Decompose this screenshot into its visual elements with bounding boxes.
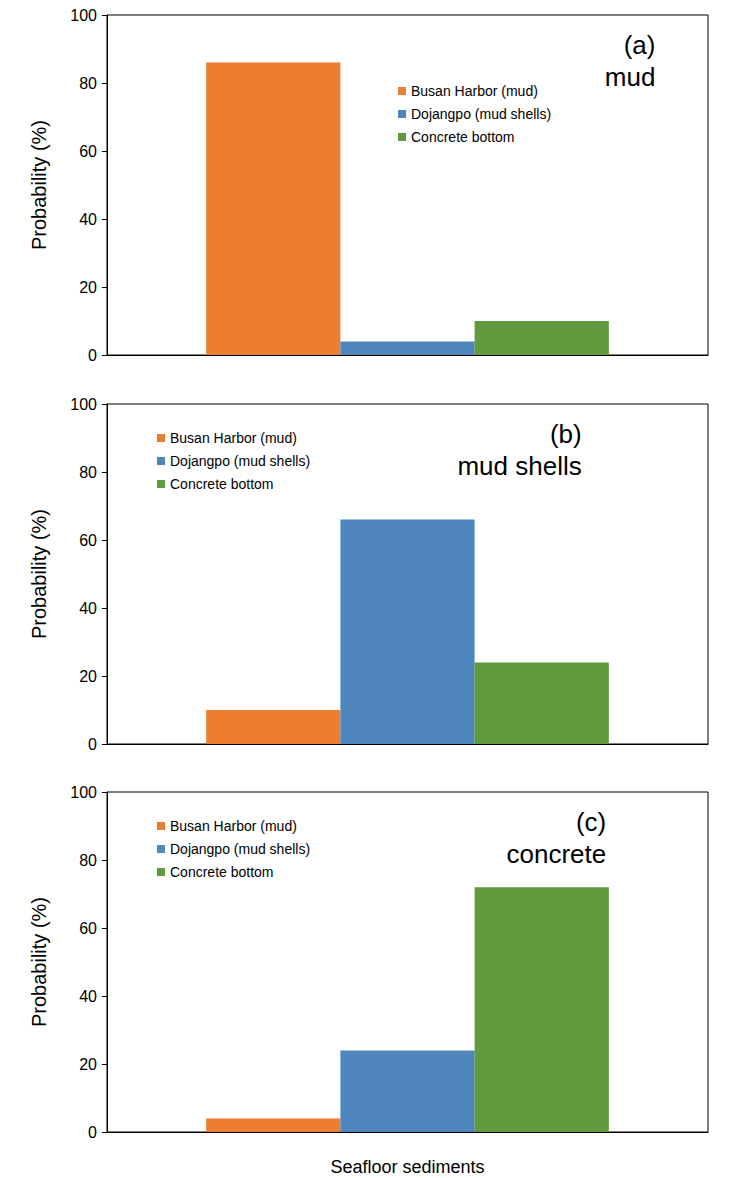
svg-text:0: 0 (88, 736, 97, 753)
svg-text:Dojangpo (mud shells): Dojangpo (mud shells) (170, 453, 310, 469)
svg-text:(a): (a) (624, 30, 656, 60)
svg-text:Busan Harbor (mud): Busan Harbor (mud) (170, 818, 297, 834)
svg-text:(b): (b) (550, 419, 582, 449)
svg-text:mud: mud (605, 62, 656, 92)
svg-text:Probability (%): Probability (%) (28, 120, 50, 250)
svg-text:concrete: concrete (507, 839, 607, 869)
svg-text:0: 0 (88, 1124, 97, 1141)
svg-text:80: 80 (79, 464, 97, 481)
svg-text:Dojangpo (mud shells): Dojangpo (mud shells) (411, 106, 551, 122)
svg-text:60: 60 (79, 532, 97, 549)
svg-text:Seafloor sediments: Seafloor sediments (330, 1157, 484, 1177)
svg-text:100: 100 (70, 396, 97, 413)
svg-text:80: 80 (79, 852, 97, 869)
svg-text:60: 60 (79, 143, 97, 160)
svg-text:Concrete bottom: Concrete bottom (411, 129, 515, 145)
svg-text:80: 80 (79, 75, 97, 92)
svg-text:Concrete bottom: Concrete bottom (170, 476, 274, 492)
svg-text:0: 0 (88, 347, 97, 364)
svg-text:60: 60 (79, 920, 97, 937)
svg-text:Dojangpo (mud shells): Dojangpo (mud shells) (170, 841, 310, 857)
svg-text:100: 100 (70, 784, 97, 801)
svg-text:Probability (%): Probability (%) (28, 897, 50, 1027)
svg-text:40: 40 (79, 600, 97, 617)
svg-text:Probability (%): Probability (%) (28, 509, 50, 639)
svg-text:(c): (c) (576, 807, 606, 837)
svg-text:40: 40 (79, 211, 97, 228)
svg-text:Busan Harbor (mud): Busan Harbor (mud) (170, 430, 297, 446)
svg-text:20: 20 (79, 279, 97, 296)
svg-text:100: 100 (70, 7, 97, 24)
svg-text:20: 20 (79, 1056, 97, 1073)
svg-text:Concrete bottom: Concrete bottom (170, 864, 274, 880)
svg-text:20: 20 (79, 668, 97, 685)
svg-text:Busan Harbor (mud): Busan Harbor (mud) (411, 83, 538, 99)
svg-text:mud shells: mud shells (457, 451, 581, 481)
svg-text:40: 40 (79, 988, 97, 1005)
